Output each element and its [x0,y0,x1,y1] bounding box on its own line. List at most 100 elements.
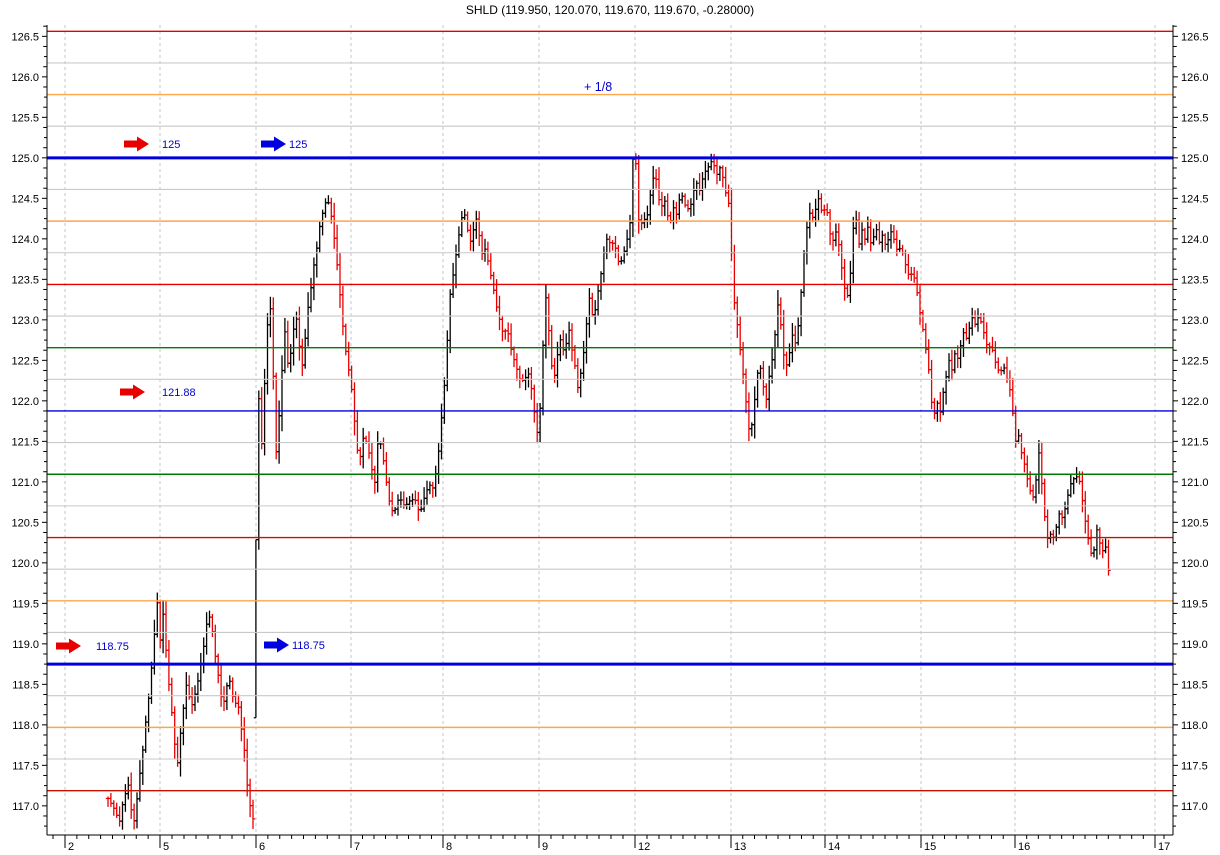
ohlc-bar [433,465,438,497]
blue-arrow-icon [261,136,286,152]
ohlc-bar [329,197,334,224]
ohlc-bar [735,296,740,338]
murrey-levels [47,30,1173,792]
ohlc-bar [1036,439,1042,494]
level-arrow-label: 118.75 [96,641,129,653]
ohlc-bar [607,235,612,253]
y-axis-label-left: 117.5 [12,760,39,772]
ohlc-bar [134,792,140,829]
ohlc-bar [497,295,502,331]
ohlc-bar [137,760,143,802]
ohlc-bar [291,316,296,366]
axes [46,25,1174,836]
ohlc-bar [836,223,841,257]
ohlc-bar [207,610,212,628]
y-axis-label-right: 121.0 [1181,477,1209,489]
y-axis-label-right: 125.0 [1181,153,1209,165]
ohlc-bar [511,346,517,368]
ohlc-bar [482,238,488,262]
ohlc-bar [213,624,218,665]
ohlc-bar [674,201,679,224]
ohlc-bar [282,317,288,374]
y-axis-label-left: 122.5 [11,355,39,367]
ohlc-bar [459,211,464,238]
ohlc-bar [561,330,566,356]
ohlc-bar [468,224,473,251]
ohlc-bar [816,189,821,221]
ohlc-bar [436,442,441,484]
y-axis-label-left: 118.0 [12,720,39,732]
ohlc-bar [697,173,702,196]
level-arrow-label: 121.88 [162,387,196,399]
ohlc-bar [526,367,531,388]
x-axis-label-8: 8 [446,841,452,853]
ohlc-bar [1086,514,1091,545]
y-axis-label-right: 123.0 [1181,315,1209,327]
ohlc-bar [192,685,198,712]
ohlc-bar [448,289,453,354]
ohlc-bar [366,431,372,459]
ohlc-bar [332,202,337,249]
y-axis-label-right: 125.5 [1181,112,1209,124]
y-axis-label-left: 125.0 [11,153,39,165]
ohlc-bar [801,250,807,297]
ohlc-bar [897,239,902,252]
y-axis-label-left: 123.5 [11,274,39,286]
y-axis-label-right: 121.5 [1181,436,1209,448]
ohlc-bar [485,241,491,266]
ohlc-bar [598,271,604,300]
ohlc-bar [906,254,911,280]
ohlc-bar [880,230,885,253]
ohlc-bar [1103,538,1108,554]
ohlc-bar [851,216,856,284]
plus-one-eighth-annotation: + 1/8 [584,80,612,94]
ohlc-bar [279,355,285,432]
y-axis-label-right: 117.5 [1181,760,1208,772]
y-axis-label-left: 121.0 [11,477,39,489]
x-axis-label-16: 16 [1018,841,1030,853]
ohlc-bar [317,220,322,253]
ohlc-bar [1039,441,1044,495]
ohlc-bar [120,801,125,830]
ohlc-bar [1088,529,1094,557]
ohlc-bar [662,195,667,217]
y-axis-label-left: 118.5 [12,679,39,691]
ohlc-bar [680,192,685,204]
ohlc-bar [392,507,398,514]
ohlc-bar [825,203,830,216]
y-axis-label-left: 125.5 [11,112,39,124]
ohlc-bar [769,348,775,384]
ohlc-bar [123,784,128,812]
ohlc-bar [842,258,847,301]
ohlc-bar [885,231,891,253]
ohlc-bar [506,322,511,343]
y-axis-label-right: 124.0 [1181,234,1209,246]
ohlc-bar [361,427,366,469]
ohlc-bar [152,619,157,675]
ohlc-bar [532,384,537,423]
ohlc-bar [204,612,209,655]
ohlc-bar [198,652,203,692]
ohlc-bar [158,599,163,649]
ohlc-bar [390,491,395,517]
ohlc-bar [761,361,766,396]
ohlc-bar [958,340,963,369]
ohlc-bar [987,342,992,356]
ohlc-bar [343,323,348,356]
ohlc-bar [218,664,224,707]
ohlc-bar [613,235,618,259]
ohlc-bar [891,225,897,244]
ohlc-bar [239,701,244,742]
ohlc-bar [651,165,656,205]
ohlc-bar [1091,546,1097,558]
ohlc-bar [546,293,551,346]
y-axis-label-left: 119.0 [12,639,39,651]
ohlc-bar [564,333,569,359]
y-axis-label-left: 126.0 [11,72,39,84]
ohlc-bar [943,370,949,405]
ohlc-bar [587,287,592,338]
ohlc-bar [230,677,235,703]
ohlc-bar [236,694,241,715]
ohlc-bar [334,224,340,271]
ohlc-bar [827,209,833,246]
